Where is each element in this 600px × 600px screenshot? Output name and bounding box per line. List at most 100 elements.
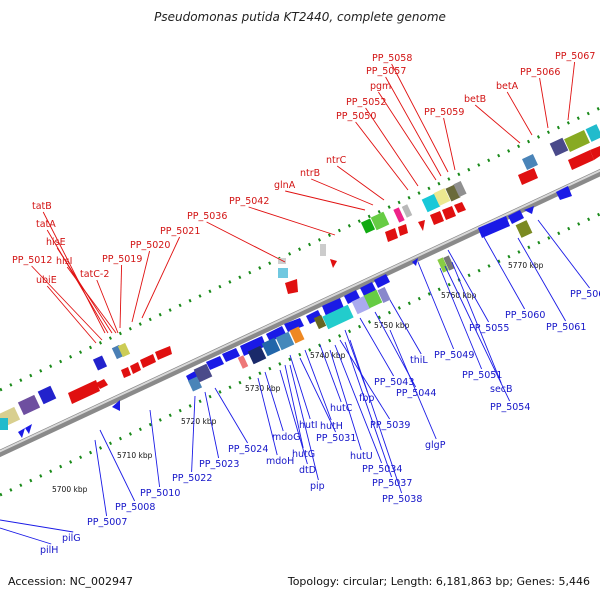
gene-label: PP_5008 [115,502,155,513]
leader-line [131,250,151,323]
leader-line [537,219,590,289]
gene-label: PP_5057 [366,66,406,77]
gene-label: PP_5062 [570,289,600,300]
leader-line [66,266,117,334]
leader-line [334,344,383,464]
gene-label: tatB [32,201,52,212]
gene-label: PP_5023 [199,459,239,470]
gene-label: PP_5066 [520,67,560,78]
gene-label: PP_5036 [187,211,227,222]
gene-label: PP_5044 [396,388,436,399]
gene-label: PP_5022 [172,473,212,484]
gene-label: PP_5007 [87,517,127,528]
leader-line [344,341,393,478]
gene-label: glnA [274,180,296,191]
gene-label: pip [310,481,325,492]
gene-label: tatA [36,219,56,230]
forward-strand-genes [68,146,600,404]
upper-tick-row [0,106,600,392]
leader-line [46,285,97,344]
leader-line [94,439,108,517]
leader-line [479,229,525,310]
leader-line [0,519,74,533]
gene-label: hutI [299,420,318,431]
gene-label: hutC [330,403,353,414]
gene-label: hisE [46,237,66,248]
leader-line [257,377,278,456]
kbp-label: 5770 kbp [508,261,544,270]
gene-label: hisI [56,256,72,267]
gene-label: dtD [299,465,316,476]
leader-line [439,267,483,370]
leader-line [451,261,502,384]
leader-line [385,76,442,177]
gene-label: glgP [425,440,446,451]
leader-line [299,357,337,433]
leader-line [378,91,437,181]
leader-line [279,369,308,465]
gene-label: PP_5038 [382,494,422,505]
leader-line [447,249,489,323]
leader-line [289,354,311,420]
gene-label: PP_5034 [362,464,402,475]
gene-label: betB [464,94,486,105]
leader-line [0,527,52,545]
leader-line [443,117,456,171]
gene-label: PP_5055 [469,323,509,334]
gene-label: PP_5051 [462,370,502,381]
kbp-label: 5750 kbp [374,321,410,330]
leader-line [264,371,284,432]
gene-label: mdoG [272,432,300,443]
leader-line [567,61,576,121]
gene-label: secB [490,384,513,395]
gene-label: hutH [320,421,343,432]
leader-line [311,178,374,206]
gene-label: PP_5052 [346,97,386,108]
leader-line [336,165,385,201]
gene-label: ntrC [326,155,347,166]
leader-line [204,391,220,459]
leader-line [389,329,437,440]
leader-line [149,409,161,488]
leader-line [539,77,549,129]
gene-label: pilG [62,533,81,544]
leader-line [329,349,362,451]
gene-label: PP_5010 [140,488,180,499]
leader-line [391,63,449,173]
leader-line [359,317,394,377]
leader-line [248,206,336,236]
gene-label: PP_5060 [505,310,545,321]
gene-label: PP_5031 [316,433,356,444]
leader-line [289,364,319,481]
leader-line [304,349,332,421]
page-title: Pseudomonas putida KT2440, complete geno… [154,10,446,24]
gene-label: PP_5020 [130,240,170,251]
kbp-label: 5700 kbp [52,485,88,494]
gene-label: hutU [350,451,373,462]
leader-line [214,387,248,444]
leader-line [339,339,390,420]
gene-label: PP_5067 [555,51,595,62]
gene-label: PP_5058 [372,53,412,64]
gene-label: PP_5042 [229,196,269,207]
kbp-label: 5740 kbp [310,351,346,360]
gene-label: fbp [359,393,374,404]
gene-label: PP_5050 [336,111,376,122]
kbp-label: 5720 kbp [181,417,217,426]
leader-line [319,344,342,403]
gene-label: hutG [292,449,315,460]
gene-label: pgm [370,81,391,92]
leader-line [506,91,533,136]
leader-line [191,395,196,473]
leader-line [31,265,103,341]
gene-label: pilH [40,545,58,556]
leader-line [349,339,403,494]
lower-tick-row [0,212,600,497]
leader-line [474,104,521,144]
feature-boxes-lower [0,220,533,430]
accession-label: Accession: NC_002947 [8,575,134,588]
leader-line [206,221,286,263]
